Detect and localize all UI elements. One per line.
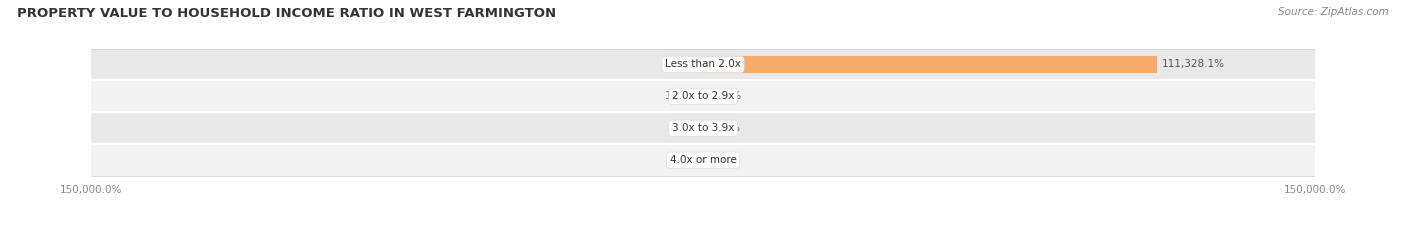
Text: Less than 2.0x: Less than 2.0x [665,59,741,69]
Legend: Without Mortgage, With Mortgage: Without Mortgage, With Mortgage [596,232,810,234]
Text: 10.9%: 10.9% [709,123,741,133]
Bar [91,112,1315,144]
Text: 2.0x to 2.9x: 2.0x to 2.9x [672,91,734,101]
Text: 3.4%: 3.4% [672,123,699,133]
Bar [91,48,1315,80]
Bar [91,144,1315,176]
Text: 4.0x or more: 4.0x or more [669,155,737,165]
Text: 111,328.1%: 111,328.1% [1161,59,1225,69]
Text: 13.6%: 13.6% [665,91,697,101]
Bar [91,80,1315,112]
Text: 1.6%: 1.6% [707,155,734,165]
Text: 3.0x to 3.9x: 3.0x to 3.9x [672,123,734,133]
Text: 18.6%: 18.6% [665,155,697,165]
Text: PROPERTY VALUE TO HOUSEHOLD INCOME RATIO IN WEST FARMINGTON: PROPERTY VALUE TO HOUSEHOLD INCOME RATIO… [17,7,555,20]
Text: 65.6%: 65.6% [709,91,741,101]
Text: 64.4%: 64.4% [665,59,697,69]
Text: Source: ZipAtlas.com: Source: ZipAtlas.com [1278,7,1389,17]
Bar [703,56,1157,73]
